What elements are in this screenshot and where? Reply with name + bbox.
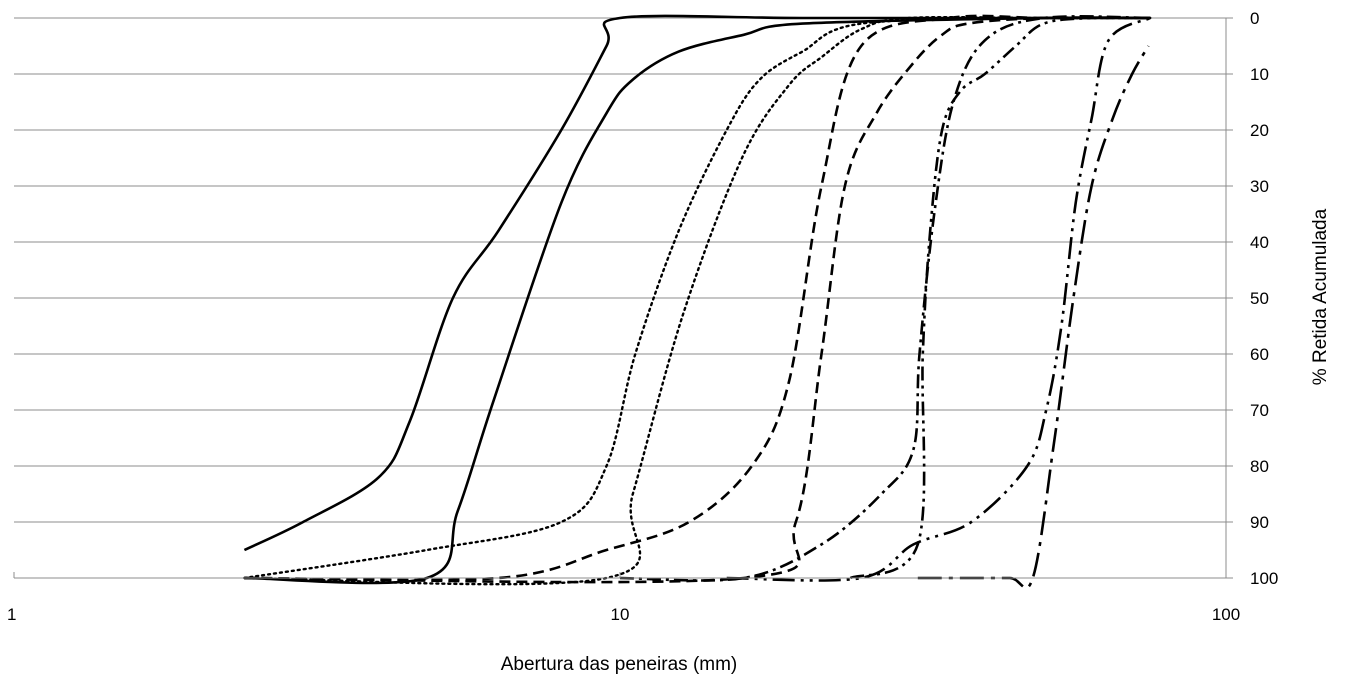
series-line-1	[243, 14, 1151, 552]
y-tick-label: 40	[1250, 233, 1269, 252]
y-tick-label: 80	[1250, 457, 1269, 476]
x-axis-title: Abertura das peneiras (mm)	[501, 654, 738, 675]
x-tick-label: 10	[611, 605, 630, 624]
series-line-7	[619, 15, 1151, 582]
series-line-9	[726, 16, 1151, 582]
series-line-6	[244, 16, 1151, 584]
series-line-10	[917, 45, 1150, 590]
y-tick-label: 90	[1250, 513, 1269, 532]
y-tick-label: 10	[1250, 65, 1269, 84]
series-layer	[243, 14, 1152, 590]
y-tick-label: 70	[1250, 401, 1269, 420]
series-line-3	[243, 16, 1152, 580]
x-tick-label: 100	[1212, 605, 1240, 624]
y-tick-label: 30	[1250, 177, 1269, 196]
y-axis-title: % Retida Acumulada	[1310, 208, 1331, 385]
series-line-5	[244, 14, 1151, 582]
y-tick-label: 20	[1250, 121, 1269, 140]
y-tick-label: 50	[1250, 289, 1269, 308]
y-tick-label: 60	[1250, 345, 1269, 364]
grid-lines	[14, 17, 1226, 579]
y-tick-label: 100	[1250, 569, 1278, 588]
series-line-2	[244, 16, 1151, 585]
x-tick-label: 1	[7, 605, 16, 624]
y-tick-label: 0	[1250, 9, 1259, 28]
series-line-4	[243, 15, 1152, 586]
